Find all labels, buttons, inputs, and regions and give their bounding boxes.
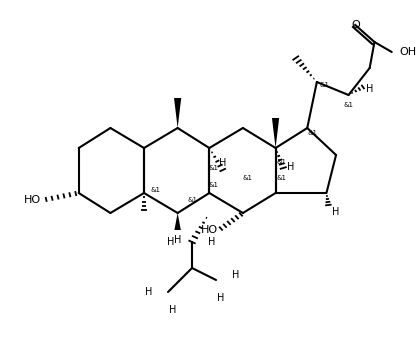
Text: &1: &1	[208, 182, 218, 188]
Text: H: H	[174, 235, 181, 245]
Text: H: H	[169, 305, 176, 315]
Text: &1: &1	[319, 82, 329, 88]
Text: &1: &1	[187, 197, 197, 203]
Text: H: H	[287, 162, 295, 172]
Text: O: O	[351, 20, 359, 30]
Text: H: H	[231, 270, 239, 280]
Text: &1: &1	[243, 175, 253, 181]
Text: H: H	[332, 207, 340, 217]
Text: H: H	[219, 158, 226, 168]
Text: &1: &1	[276, 175, 286, 181]
Text: OH: OH	[400, 47, 417, 57]
Text: H: H	[167, 237, 175, 247]
Text: &1: &1	[307, 130, 317, 136]
Polygon shape	[174, 98, 181, 128]
Text: H: H	[208, 237, 215, 247]
Text: HO: HO	[24, 195, 41, 205]
Polygon shape	[174, 213, 181, 230]
Text: H: H	[217, 293, 224, 303]
Text: H: H	[366, 84, 374, 94]
Text: &1: &1	[344, 102, 354, 108]
Text: &1: &1	[151, 187, 161, 193]
Text: &1: &1	[276, 159, 286, 165]
Text: H: H	[145, 287, 153, 297]
Polygon shape	[272, 118, 279, 148]
Text: &1: &1	[208, 165, 218, 171]
Text: HO: HO	[201, 225, 218, 235]
